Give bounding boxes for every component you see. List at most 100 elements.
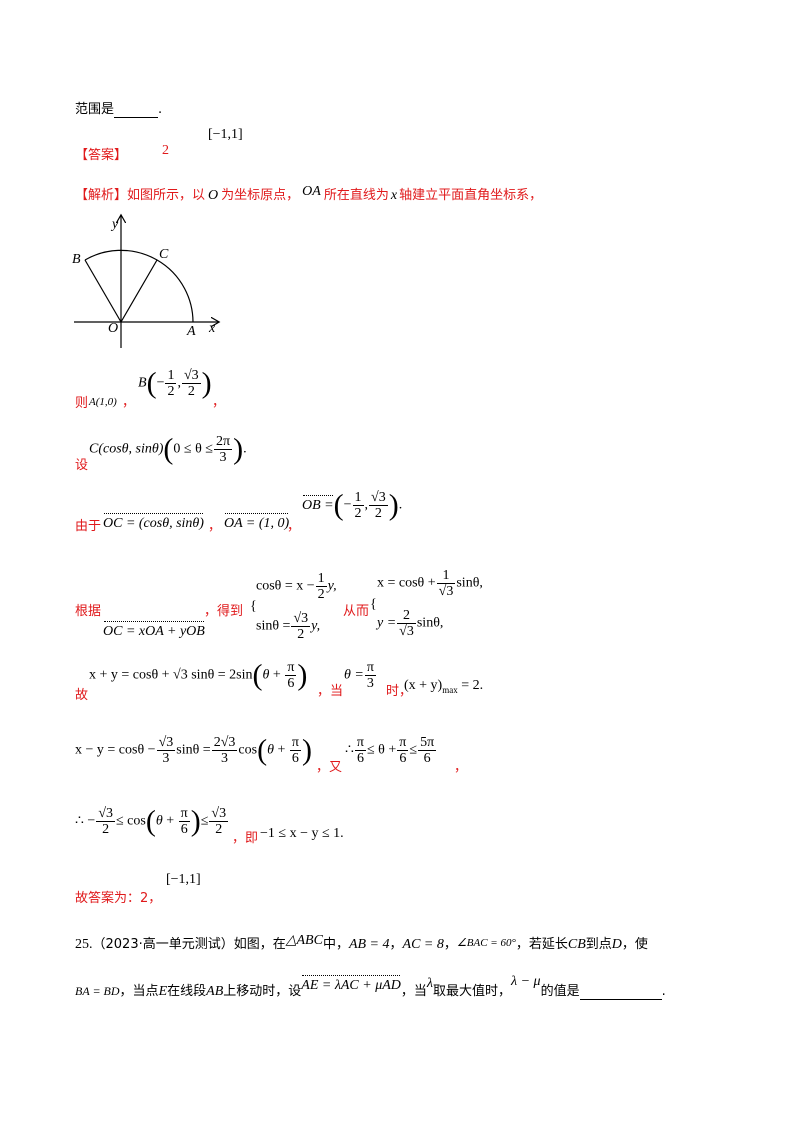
comma: ， <box>389 937 403 952</box>
analysis-line: 【解析】如图所示，以 O 为坐标原点， OA 所在直线为 x 轴建立平面直角坐标系， <box>75 184 542 204</box>
also-label: ，又 <box>316 760 343 775</box>
sum-expression: x + y = cosθ + √3 sinθ = 2sin(θ + π 6) <box>89 658 308 692</box>
therefore-neg: ∴ − <box>75 813 96 829</box>
le-symbol: ≤ <box>409 742 418 758</box>
q-text: 中， <box>322 937 349 952</box>
when-label: ，当 <box>317 684 344 699</box>
therefore-symbol: ∴ <box>345 742 354 758</box>
got-label: ，得到 <box>204 604 244 619</box>
res-y-text: y = <box>377 615 397 631</box>
vec-ob: OB =(− 1 2, √3 2). <box>302 488 403 522</box>
segment-oa: OA <box>302 184 321 199</box>
frac-num: √3 <box>209 806 229 822</box>
vector-equation: AE = λAC + μAD <box>301 975 401 993</box>
sum-expr-text: x + y = cosθ + √3 sinθ = 2sin <box>89 667 253 683</box>
comma: ， <box>212 395 226 410</box>
answer-value-1: 2 <box>162 143 169 158</box>
figure-label-a: A <box>186 324 196 339</box>
range-result: −1 ≤ x − y ≤ 1. <box>260 826 344 842</box>
figure-label-y: y <box>110 217 119 232</box>
q-text: ，若延长 <box>515 937 568 952</box>
frac-den: 3 <box>219 450 227 465</box>
frac-num: 5π <box>418 735 437 751</box>
period: . <box>661 984 666 999</box>
intro-period: . <box>158 102 163 117</box>
frac-den: 6 <box>356 751 364 766</box>
frac-den: 2 <box>317 587 325 602</box>
frac-den: 2 <box>187 384 195 399</box>
that-is-label: ，即 <box>232 831 259 846</box>
figure-label-x: x <box>208 321 216 336</box>
frac-num: √3 <box>291 611 311 627</box>
point-d: D <box>611 937 622 952</box>
frac-num: 1 <box>436 568 456 584</box>
figure-label-o: O <box>108 321 118 336</box>
max-subscript: max <box>442 684 458 695</box>
q-text: 取最大值时， <box>433 984 512 999</box>
according-label: 根据 <box>75 604 102 619</box>
frac-num: π <box>285 660 297 676</box>
oa-value: OA = (1, 0) <box>224 513 290 531</box>
frac-num: 2 <box>397 608 416 624</box>
frac-den: 2 <box>215 822 223 837</box>
question-number: 25. <box>75 937 93 952</box>
comma: ， <box>122 395 136 410</box>
intro-line: 范围是 . <box>75 98 162 118</box>
frac-num: 2π <box>214 434 233 450</box>
frac-den: 6 <box>399 751 407 766</box>
coord-a: A(1,0) <box>89 396 117 408</box>
diff-expr-1: x − y = cosθ − <box>75 742 156 758</box>
period: . <box>479 678 484 693</box>
frac-num: 1 <box>315 571 327 587</box>
answer-blank <box>114 102 159 118</box>
eq-cos: cosθ = x −1 2 y, <box>256 571 337 602</box>
triangle: △ABC <box>285 933 323 948</box>
q-text: ，使 <box>621 937 648 952</box>
vec-oc: OC = (cosθ, sinθ) <box>103 513 204 532</box>
cos-text: cos <box>238 742 258 758</box>
lambda-minus-mu: λ − μ <box>511 974 541 989</box>
frac-den: 3 <box>366 676 374 691</box>
q-text: ，当点 <box>119 984 159 999</box>
frac-den: 6 <box>291 751 299 766</box>
period: . <box>398 497 403 513</box>
brace-2: { <box>370 597 377 612</box>
axis-x-label: x <box>390 188 398 203</box>
thus-label: 从而 <box>343 604 370 619</box>
question-25-line-1: 25.（2023·高一单元测试）如图，在△ABC中，AB = 4，AC = 8，… <box>75 933 648 953</box>
segment-ob <box>84 259 122 323</box>
segment-cb: CB <box>567 937 586 952</box>
frac-den: 2 <box>167 384 175 399</box>
le-cos: ≤ cos <box>116 813 146 829</box>
eq-sin: sinθ = √3 2 y, <box>256 611 321 642</box>
vec-equation: OC = xOA + yOB <box>103 621 205 640</box>
res-y-end: sinθ, <box>416 615 444 631</box>
frac-den: √3 <box>438 584 454 599</box>
theta-range: 0 ≤ θ ≤ <box>173 441 213 457</box>
answer-label: 【答案】 <box>75 148 128 163</box>
res-x-text: x = cosθ + <box>377 575 436 591</box>
ac-length: AC = 8 <box>402 937 444 952</box>
comma: ， <box>208 519 222 534</box>
set-expression: C(cosθ, sinθ)(0 ≤ θ ≤2π 3). <box>89 432 247 466</box>
frac-den: 3 <box>162 751 170 766</box>
final-range: [−1,1] <box>166 872 201 887</box>
cos-range: ∴ − √3 2 ≤ cos(θ + π 6)≤ √3 2 <box>75 804 229 838</box>
oc-value: OC = (cosθ, sinθ) <box>103 513 204 531</box>
then-label: 则 <box>75 396 89 411</box>
q-text: 上移动时，设 <box>223 984 302 999</box>
period: . <box>340 826 344 841</box>
comma: ， <box>454 760 468 775</box>
frac-den: 2 <box>354 506 362 521</box>
angle-bac: ∠BAC = 60° <box>456 937 516 949</box>
frac-num: π <box>397 735 409 751</box>
frac-num: √3 <box>96 806 115 822</box>
analysis-text-1: 如图所示，以 <box>127 188 206 203</box>
coordinate-figure: y x B C O A <box>72 208 228 348</box>
intro-text: 范围是 <box>75 102 115 117</box>
eq-sin-text: sinθ = <box>256 618 291 634</box>
frac-den: 6 <box>287 676 295 691</box>
frac-num: 2√3 <box>211 735 238 751</box>
frac-num: √3 <box>156 735 176 751</box>
brace-1: { <box>250 599 257 614</box>
